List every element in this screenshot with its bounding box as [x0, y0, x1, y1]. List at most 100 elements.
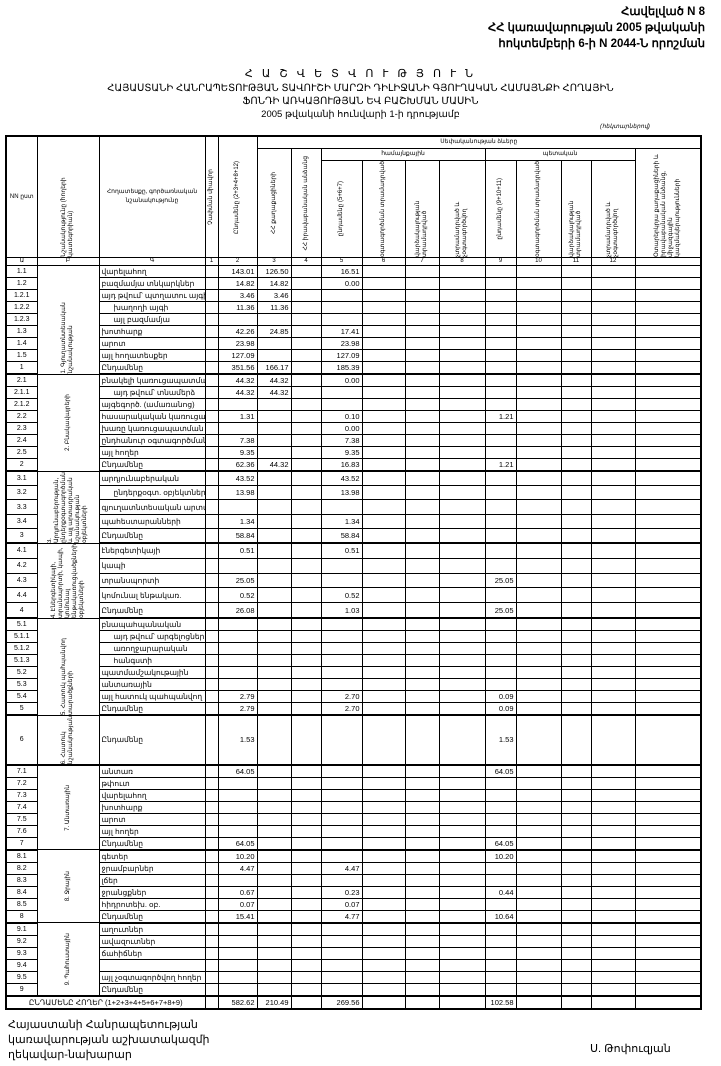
value-cell-col-10: [560, 982, 592, 997]
total-label: ԸՆԴԱՄԵՆԸ ՀՈՂԵՐ (1+2+3+4+5+6+7+8+9): [5, 994, 206, 1010]
value-cell-col-7: [438, 602, 486, 620]
value-cell-col-2: [256, 897, 292, 911]
unit-cell: [204, 994, 219, 1010]
value-cell-col-10: [560, 666, 592, 680]
value-cell-col-5: [361, 602, 406, 620]
value-cell-col-12: [634, 642, 702, 656]
value-cell-col-12: [634, 289, 702, 302]
value-cell-col-4: [320, 666, 363, 680]
row-number: 8.2: [5, 861, 38, 875]
value-cell-col-12: [634, 982, 702, 997]
value-cell-col-9: [515, 446, 562, 459]
header-col-9-text: օգտագործման տրամադրված: [535, 161, 541, 257]
value-cell-col-8: [484, 970, 517, 984]
row-name: տրանսպորտի: [98, 572, 206, 589]
table-row: 7.3 վարելահող: [5, 788, 702, 802]
value-cell-col-7: [438, 861, 486, 875]
table-row: 9 Ընդամենը: [5, 982, 702, 997]
value-cell-col-7: [438, 824, 486, 838]
value-cell-col-11: [590, 885, 636, 899]
value-cell-col-1: [217, 958, 258, 972]
value-cell-col-12: [634, 776, 702, 790]
value-cell-col-2: 24.85: [256, 325, 292, 338]
value-cell-col-1: [217, 666, 258, 680]
value-cell-col-8: [484, 861, 517, 875]
row-name: թփուտ: [98, 776, 206, 790]
unit-cell: [204, 897, 219, 911]
value-cell-col-3: [290, 958, 322, 972]
value-cell-col-5: [361, 885, 406, 899]
value-cell-col-1: [217, 824, 258, 838]
header-col-7-text: չտրամադրված և չօգտագործվող: [455, 201, 468, 257]
value-cell-col-6: [404, 557, 440, 574]
value-cell-col-11: [590, 776, 636, 790]
value-cell-col-10: [560, 485, 592, 501]
row-number: 7.3: [5, 788, 38, 802]
value-cell-col-4: [320, 934, 363, 948]
value-cell-col-12: [634, 617, 702, 632]
value-cell-col-8: [484, 776, 517, 790]
header-name-text: Հողատեսքը, գործառնական նշանակությունը: [106, 189, 198, 204]
row-number: 1.2.1: [5, 289, 38, 302]
value-cell-col-2: [256, 513, 292, 529]
value-cell-col-5: [361, 764, 406, 778]
value-cell-col-3: [290, 690, 322, 704]
row-number: 3.1: [5, 470, 38, 487]
table-row: 1.2.3 այլ բազմամյա: [5, 313, 702, 326]
value-cell-col-9: [515, 361, 562, 375]
unit-cell: [204, 458, 219, 472]
row-number: 9.5: [5, 970, 38, 984]
value-cell-col-9: [515, 764, 562, 778]
value-cell-col-3: [290, 325, 322, 338]
value-cell-col-10: [560, 861, 592, 875]
value-cell-col-6: [404, 458, 440, 472]
value-cell-col-12: [634, 909, 702, 924]
unit-cell: [204, 800, 219, 814]
header-col-9: օգտագործման տրամադրված: [515, 160, 562, 258]
value-cell-col-11: [590, 289, 636, 302]
column-index: Գ: [98, 257, 206, 266]
row-number: 7.2: [5, 776, 38, 790]
value-cell-col-6: [404, 349, 440, 362]
unit-cell: [204, 909, 219, 924]
value-cell-col-6: [404, 776, 440, 790]
value-cell-col-5: [361, 277, 406, 290]
row-name: ընդերքօգտ. օբյեկտների: [98, 485, 206, 501]
table-row: 3 Ընդամենը 58.84 58.84: [5, 527, 702, 545]
unit-cell: [204, 982, 219, 997]
value-cell-col-6: [404, 602, 440, 620]
table-row: 1.2.2 խաղողի այգի 11.36 11.36: [5, 301, 702, 314]
value-cell-col-7: [438, 422, 486, 435]
value-cell-col-9: [515, 946, 562, 960]
value-cell-col-7: [438, 702, 486, 717]
value-cell-col-1: 64.05: [217, 764, 258, 778]
value-cell-col-4: [320, 289, 363, 302]
value-cell-col-7: [438, 337, 486, 350]
value-cell-col-8: [484, 485, 517, 501]
value-cell-col-1: 0.67: [217, 885, 258, 899]
value-cell-col-1: 62.36: [217, 458, 258, 472]
value-cell-col-3: [290, 678, 322, 692]
value-cell-col-7: [438, 764, 486, 778]
header-col-2: ՀՀ քաղաքացիների: [256, 148, 292, 258]
value-cell-col-3: [290, 485, 322, 501]
value-cell-col-6: [404, 982, 440, 997]
row-name: գյուղատնտեսական արտադրական: [98, 499, 206, 515]
value-cell-col-4: [320, 572, 363, 589]
value-cell-col-6: [404, 422, 440, 435]
value-cell-col-12: [634, 373, 702, 387]
value-cell-col-10: [560, 873, 592, 887]
table-row: 1.4 արոտ 23.98 23.98: [5, 337, 702, 350]
value-cell-col-6: [404, 386, 440, 399]
unit-cell: [204, 485, 219, 501]
row-number: 7.1: [5, 764, 38, 778]
unit-cell: [204, 446, 219, 459]
value-cell-col-6: [404, 946, 440, 960]
value-cell-col-10: [560, 630, 592, 644]
value-cell-col-2: 44.32: [256, 386, 292, 399]
value-cell-col-12: [634, 386, 702, 399]
row-name: Ընդամենը: [98, 909, 206, 924]
value-cell-col-2: [256, 313, 292, 326]
value-cell-col-12: [634, 485, 702, 501]
